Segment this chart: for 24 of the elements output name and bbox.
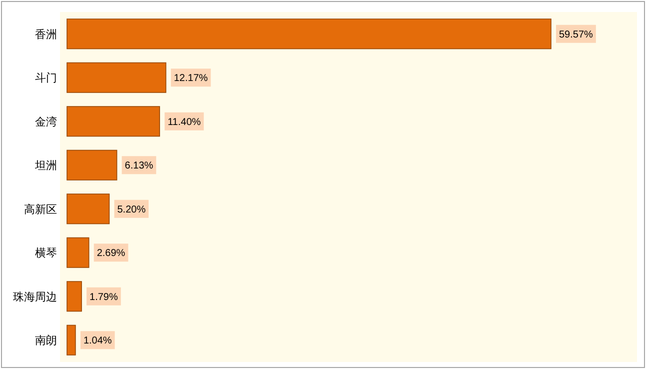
data-label: 5.20% [117, 204, 146, 216]
bar [66, 150, 118, 180]
y-tick-label: 斗门 [35, 72, 57, 85]
bar [66, 106, 160, 137]
y-tick-label: 香洲 [35, 28, 57, 41]
bar [66, 18, 552, 50]
data-label: 1.79% [90, 292, 118, 303]
data-label: 12.17% [174, 73, 208, 84]
y-tick-label: 南朗 [35, 334, 57, 348]
y-tick-label: 坦洲 [34, 159, 57, 172]
data-label: 6.13% [124, 160, 154, 172]
bar [66, 237, 90, 268]
bar [66, 324, 76, 356]
data-label: 1.04% [83, 336, 112, 347]
bar [66, 281, 82, 312]
y-tick-label: 金湾 [35, 115, 57, 128]
data-label: 59.57% [559, 29, 594, 40]
data-label: 11.40% [168, 116, 201, 128]
y-tick-label: 横琴 [35, 246, 57, 260]
data-label: 2.69% [96, 248, 126, 260]
y-tick-label: 珠海周边 [13, 290, 57, 304]
bar [66, 194, 110, 224]
y-tick-label: 高新区 [24, 202, 57, 216]
bar [66, 62, 166, 93]
